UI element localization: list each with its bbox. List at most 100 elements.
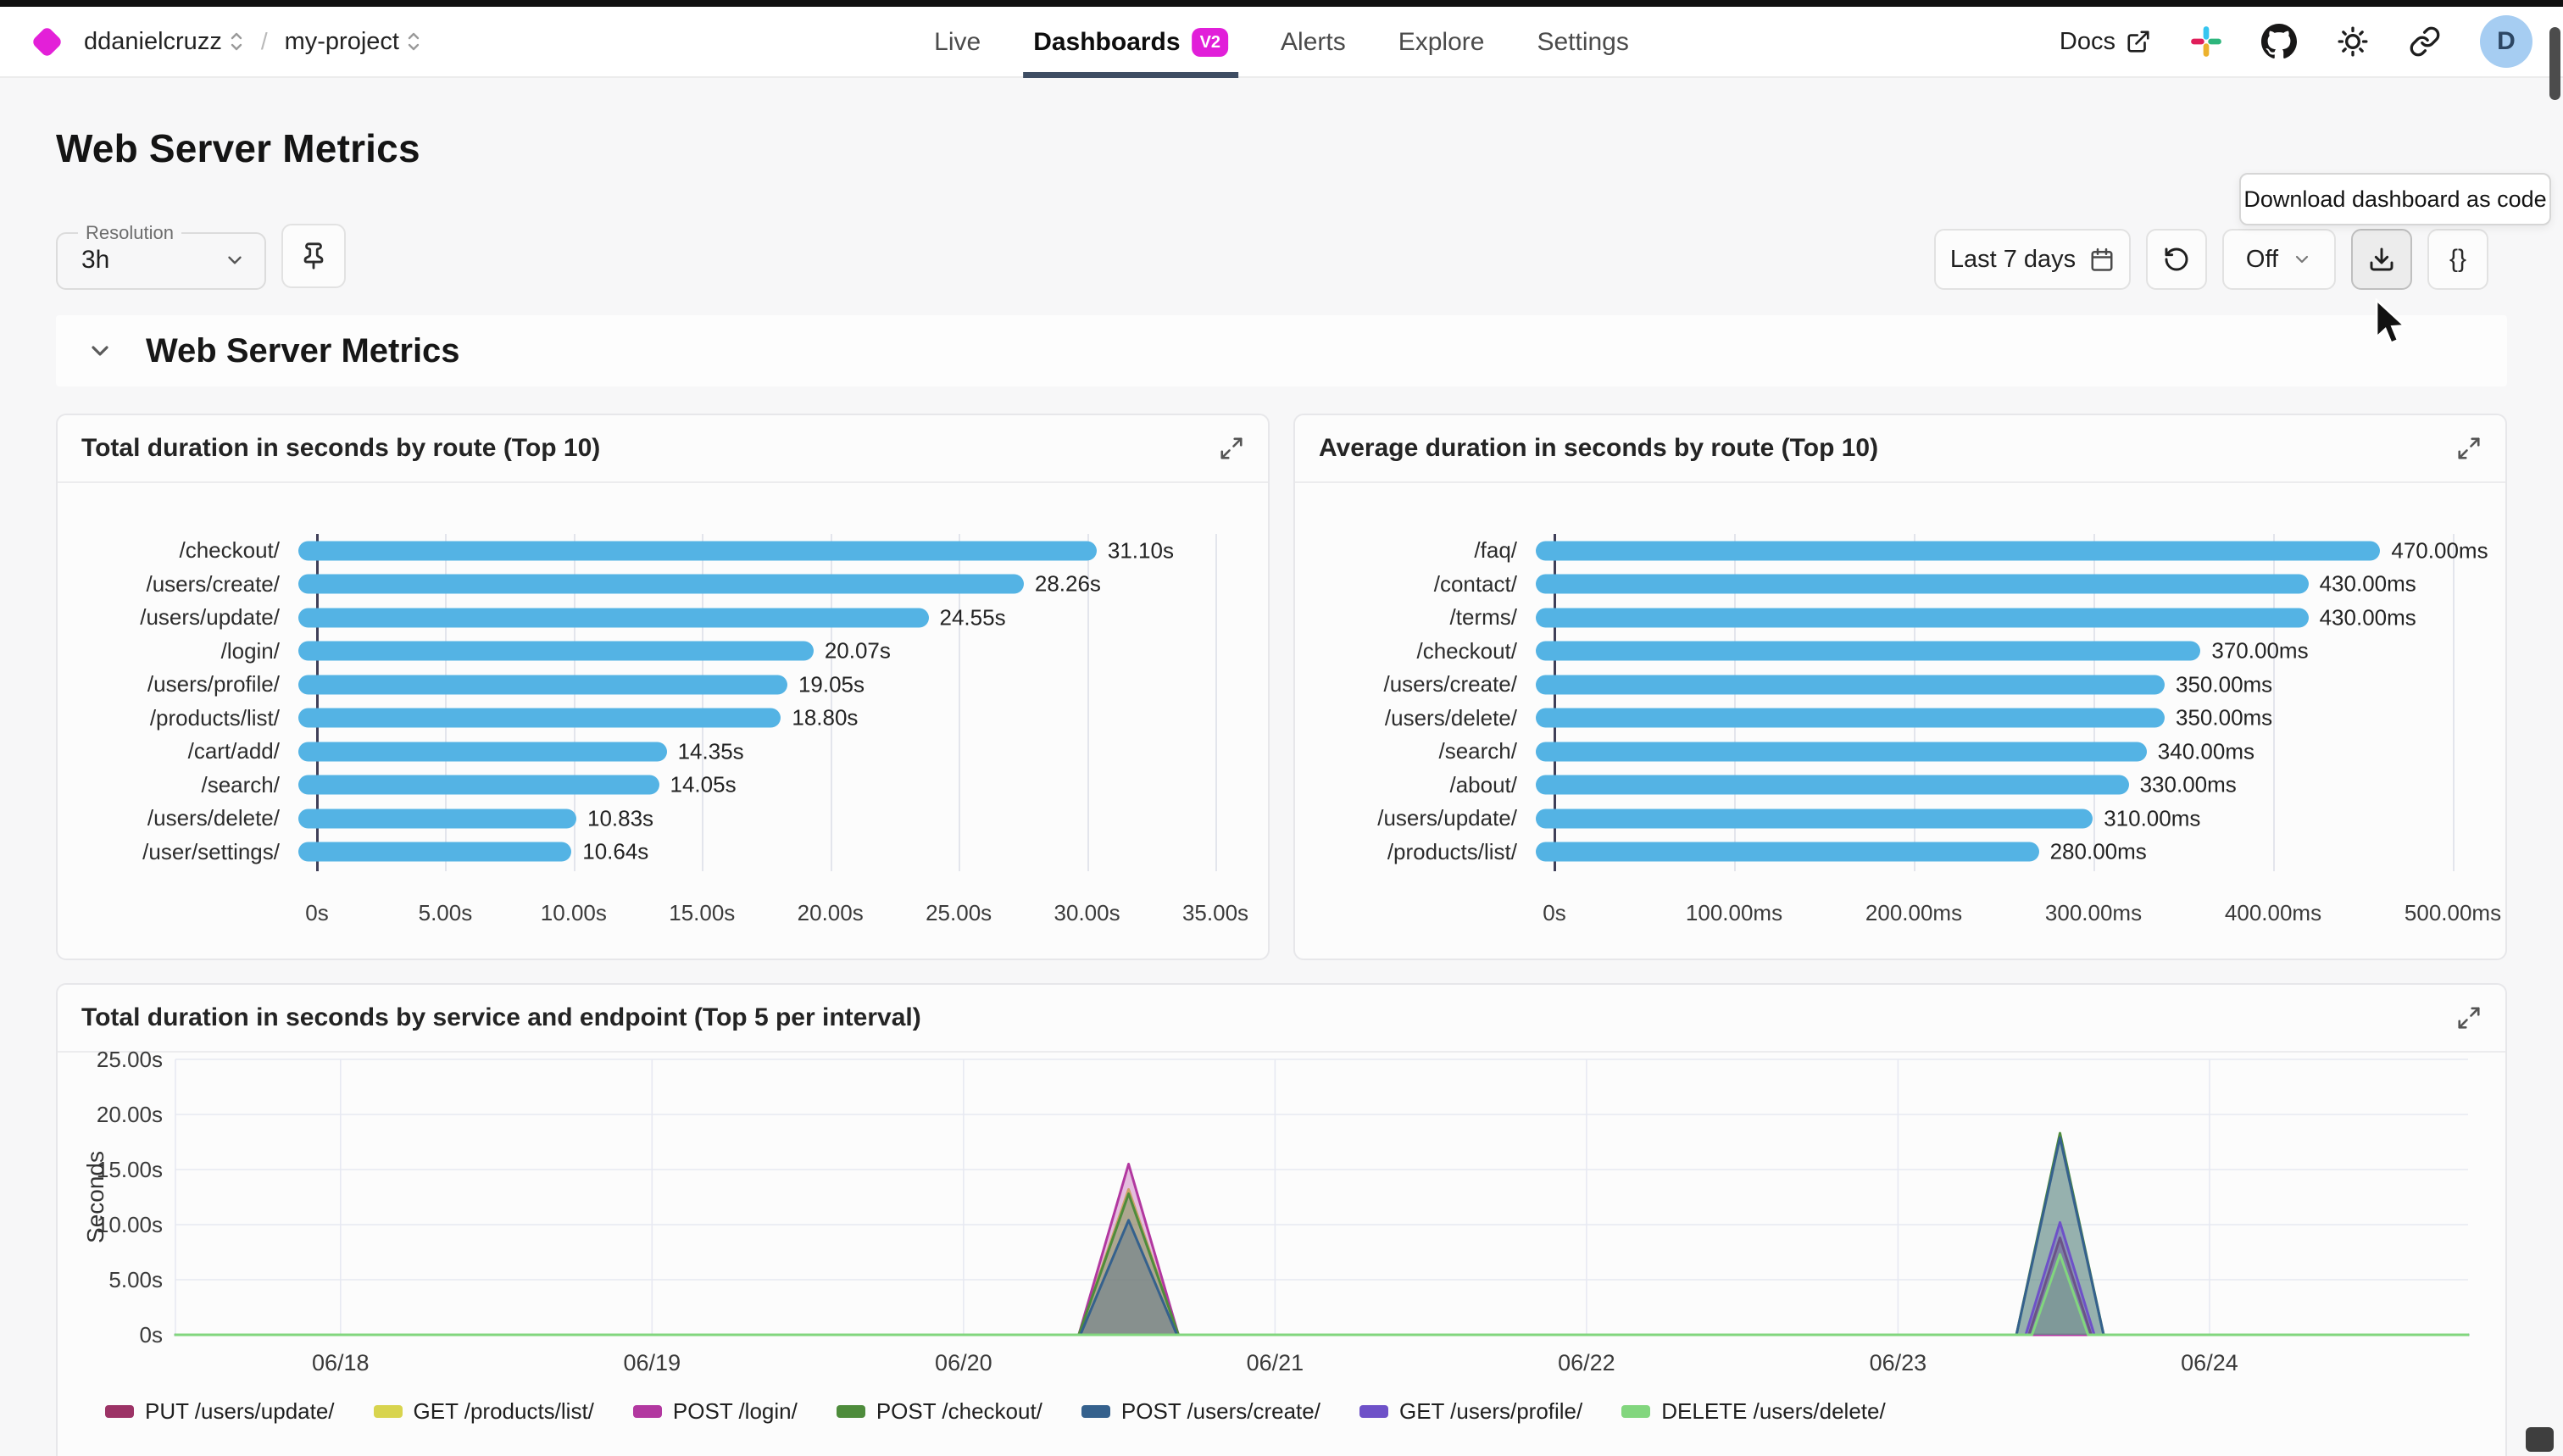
panel-duration-by-service-endpoint: Total duration in seconds by service and… [56,983,2507,1456]
bar-row: /products/list/280.00ms [1315,836,2488,870]
window-top-bar [0,0,2563,7]
area-chart-duration-timeseries: 0s5.00s10.00s15.00s20.00s25.00sSeconds06… [78,1051,2488,1390]
panel-header: Average duration in seconds by route (To… [1295,415,2505,483]
tab-explore[interactable]: Explore [1398,7,1485,78]
legend-item[interactable]: PUT /users/update/ [105,1398,335,1425]
bar[interactable] [298,642,814,661]
expand-panel-button[interactable] [2456,436,2482,461]
braces-icon: {} [2449,245,2466,274]
legend-label: POST /users/create/ [1121,1398,1320,1425]
bar[interactable] [298,608,929,627]
pin-resolution-button[interactable] [281,224,346,288]
value-label: 14.35s [678,738,744,764]
bar-row: /users/delete/10.83s [78,802,1251,836]
resolution-select[interactable]: Resolution 3h [56,222,266,290]
share-link-button[interactable] [2409,25,2441,58]
auto-refresh-value: Off [2246,246,2278,274]
time-range-button[interactable]: Last 7 days [1934,229,2131,290]
bar[interactable] [298,775,659,795]
project-switcher[interactable]: my-project [285,28,421,56]
svg-text:06/18: 06/18 [312,1350,370,1375]
panel-total-duration-by-route: Total duration in seconds by route (Top … [56,414,1270,960]
auto-refresh-select[interactable]: Off [2222,229,2336,290]
resolution-label: Resolution [78,222,181,244]
slack-button[interactable] [2190,25,2222,58]
horizontal-scrollbar-thumb[interactable] [2526,1427,2554,1452]
bar-row: /search/340.00ms [1315,735,2488,769]
expand-icon [1219,436,1244,461]
legend-label: GET /products/list/ [414,1398,594,1425]
chart-legend: PUT /users/update/GET /products/list/POS… [105,1398,1886,1425]
chevron-down-icon[interactable] [86,337,114,364]
legend-label: PUT /users/update/ [145,1398,335,1425]
theme-toggle-button[interactable] [2336,25,2370,58]
bar[interactable] [1536,541,2380,560]
svg-text:0s: 0s [140,1322,163,1348]
bar[interactable] [1536,575,2309,594]
vertical-scrollbar-thumb[interactable] [2549,27,2560,100]
legend-swatch [1621,1405,1650,1418]
resolution-value: 3h [81,246,109,275]
bar-row: /contact/430.00ms [1315,568,2488,602]
project-name: my-project [285,28,399,56]
app-logo-icon[interactable] [31,25,63,58]
category-label: /users/update/ [78,604,298,631]
tab-live[interactable]: Live [934,7,981,78]
tab-alerts[interactable]: Alerts [1281,7,1346,78]
bar-row: /users/create/350.00ms [1315,668,2488,702]
bar[interactable] [298,541,1097,560]
legend-item[interactable]: GET /products/list/ [374,1398,594,1425]
expand-panel-button[interactable] [2456,1005,2482,1031]
view-json-button[interactable]: {} [2427,229,2488,290]
section-title: Web Server Metrics [146,332,460,370]
legend-item[interactable]: POST /checkout/ [837,1398,1042,1425]
bar[interactable] [1536,842,2039,862]
refresh-button[interactable] [2146,229,2207,290]
category-label: /login/ [78,638,298,664]
legend-item[interactable]: GET /users/profile/ [1359,1398,1582,1425]
legend-swatch [1081,1405,1110,1418]
legend-item[interactable]: DELETE /users/delete/ [1621,1398,1885,1425]
org-switcher[interactable]: ddanielcruzz [84,28,244,56]
bar[interactable] [298,809,576,828]
expand-panel-button[interactable] [1219,436,1244,461]
mouse-cursor [2370,298,2409,351]
docs-link[interactable]: Docs [2060,28,2151,56]
page-title: Web Server Metrics [56,125,420,171]
github-button[interactable] [2261,24,2297,59]
external-link-icon [2126,29,2151,54]
expand-icon [2456,1005,2482,1031]
value-label: 330.00ms [2140,772,2237,798]
tab-label: Live [934,28,981,57]
category-label: /products/list/ [1315,839,1536,865]
nav-tabs: Live DashboardsV2 Alerts Explore Settings [934,7,1629,78]
svg-text:06/20: 06/20 [935,1350,992,1375]
bar[interactable] [1536,642,2200,661]
tab-dashboards[interactable]: DashboardsV2 [1033,7,1228,78]
bar[interactable] [1536,775,2129,795]
bar[interactable] [298,575,1024,594]
value-label: 310.00ms [2104,805,2200,831]
value-label: 24.55s [940,604,1006,631]
user-avatar[interactable]: D [2480,15,2532,68]
bar[interactable] [1536,675,2165,694]
bar[interactable] [298,675,787,694]
tab-label: Explore [1398,28,1485,57]
tab-settings[interactable]: Settings [1537,7,1628,78]
bar[interactable] [1536,608,2309,627]
bar[interactable] [1536,742,2147,761]
dashboard-section-header[interactable]: Web Server Metrics [56,315,2507,386]
bar[interactable] [1536,709,2165,728]
bar[interactable] [298,709,781,728]
bar-chart-average-duration: /faq/470.00ms/contact/430.00ms/terms/430… [1315,534,2488,941]
svg-text:06/19: 06/19 [624,1350,681,1375]
org-name: ddanielcruzz [84,28,222,56]
legend-item[interactable]: POST /users/create/ [1081,1398,1320,1425]
bar[interactable] [1536,809,2093,828]
bar[interactable] [298,842,571,862]
bar[interactable] [298,742,667,761]
download-dashboard-button[interactable] [2351,229,2412,290]
docs-label: Docs [2060,28,2115,56]
panel-average-duration-by-route: Average duration in seconds by route (To… [1293,414,2507,960]
legend-item[interactable]: POST /login/ [633,1398,798,1425]
